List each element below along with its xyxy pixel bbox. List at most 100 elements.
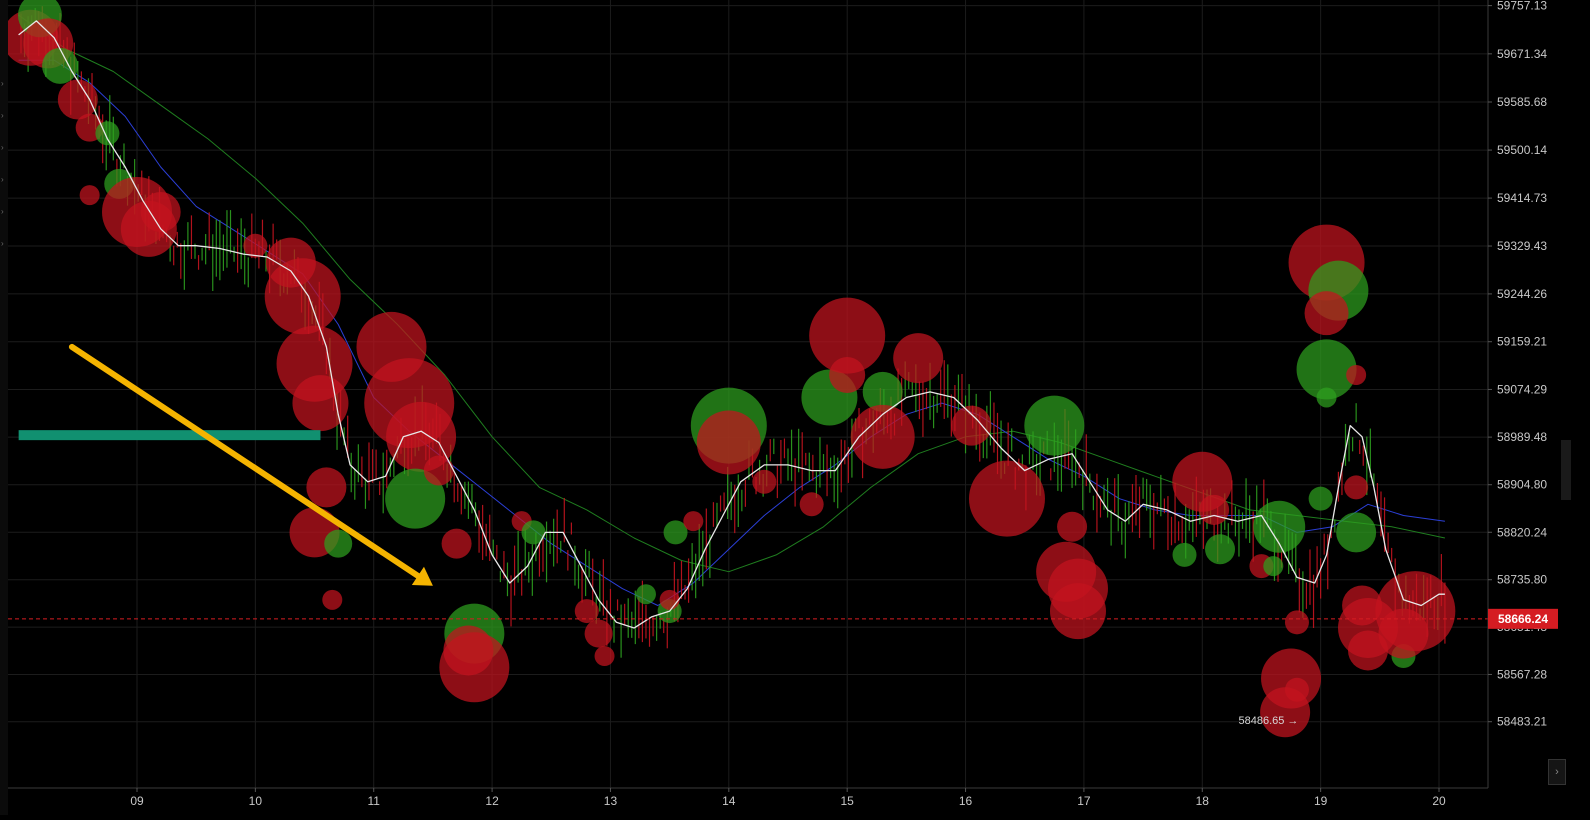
scroll-right-button[interactable]: ›: [1548, 759, 1566, 785]
sell-bubble: [809, 297, 886, 374]
x-tick-label: 13: [604, 794, 618, 808]
sell-bubble: [79, 185, 100, 206]
y-tick-label: 59159.21: [1497, 335, 1547, 349]
sell-bubble: [1284, 610, 1309, 635]
buy-bubble: [635, 584, 656, 605]
buy-bubble: [862, 371, 903, 412]
y-tick-label: 58735.80: [1497, 573, 1547, 587]
buy-bubble: [663, 520, 688, 545]
y-tick-label: 58483.21: [1497, 715, 1547, 729]
horizontal-level-bar: [18, 430, 321, 441]
sell-bubble: [1199, 494, 1230, 525]
chevron-right-icon[interactable]: ›: [1, 239, 4, 248]
y-tick-label: 59074.29: [1497, 382, 1547, 396]
y-tick-label: 59671.34: [1497, 47, 1547, 61]
x-tick-label: 12: [485, 794, 499, 808]
chevron-right-icon[interactable]: ›: [1, 111, 4, 120]
buy-bubble: [42, 47, 79, 84]
price-badges: 58666.24 58486.65 →: [1238, 608, 1558, 727]
sell-bubble: [893, 333, 944, 384]
chevron-right-icon[interactable]: ›: [1, 175, 4, 184]
fast-moving-average: [18, 20, 1445, 629]
y-tick-label: 59757.13: [1497, 0, 1547, 13]
y-tick-label: 58989.48: [1497, 430, 1547, 444]
drawings[interactable]: [8, 343, 1488, 620]
sell-bubble: [57, 79, 98, 120]
sell-bubble: [683, 511, 704, 532]
sell-bubble: [594, 646, 615, 667]
sell-bubble: [1284, 677, 1309, 702]
left-toolbar[interactable]: › › › › › ›: [0, 0, 8, 815]
buy-bubble: [1263, 556, 1284, 577]
y-tick-label: 58820.24: [1497, 525, 1547, 539]
y-tick-label: 59329.43: [1497, 239, 1547, 253]
trend-arrow-head: [411, 566, 433, 586]
trend-arrow-line: [68, 343, 421, 579]
sell-bubble: [140, 191, 181, 232]
buy-bubble: [1308, 486, 1333, 511]
sell-bubble: [386, 401, 457, 472]
buy-bubble: [1024, 395, 1085, 456]
y-tick-label: 59244.26: [1497, 287, 1547, 301]
sell-bubble: [1049, 583, 1106, 640]
x-tick-label: 17: [1077, 794, 1091, 808]
y-tick-label: 59585.68: [1497, 95, 1547, 109]
axes: 59757.13 59671.34 59585.68 59500.14 59414.73…: [0, 0, 1547, 808]
trade-bubbles: [2, 0, 1456, 738]
x-tick-label: 18: [1196, 794, 1210, 808]
buy-bubble: [1336, 512, 1377, 553]
chevron-right-icon[interactable]: ›: [1, 143, 4, 152]
current-price-label: 58666.24: [1498, 612, 1548, 626]
sell-bubble: [850, 404, 915, 469]
sell-bubble: [1347, 630, 1388, 671]
x-tick-label: 20: [1432, 794, 1446, 808]
y-tick-label: 58904.80: [1497, 478, 1547, 492]
y-tick-label: 59414.73: [1497, 191, 1547, 205]
sell-bubble: [292, 375, 349, 432]
sell-bubble: [243, 233, 268, 258]
sell-bubble: [443, 625, 494, 676]
sell-bubble: [584, 619, 613, 648]
low-price-annotation: 58486.65 →: [1238, 715, 1298, 727]
y-tick-label: 58567.28: [1497, 667, 1547, 681]
sell-bubble: [752, 469, 777, 494]
sell-bubble: [968, 460, 1045, 537]
buy-bubble: [1296, 339, 1357, 400]
x-tick-label: 16: [959, 794, 973, 808]
sell-bubble: [322, 589, 343, 610]
buy-bubble: [385, 468, 446, 529]
x-tick-label: 11: [367, 794, 380, 808]
sell-bubble: [574, 599, 599, 624]
buy-bubble: [521, 520, 546, 545]
buy-bubble: [95, 121, 120, 146]
right-panel-handle[interactable]: [1561, 440, 1571, 500]
sell-bubble: [1304, 291, 1349, 336]
sell-bubble: [659, 589, 680, 610]
x-tick-label: 14: [722, 794, 736, 808]
x-tick-label: 15: [841, 794, 855, 808]
sell-bubble: [799, 492, 824, 517]
sell-bubble: [423, 455, 454, 486]
sell-bubble: [951, 405, 992, 446]
x-tick-label: 19: [1314, 794, 1328, 808]
buy-bubble: [1316, 387, 1337, 408]
buy-bubble: [324, 529, 353, 558]
x-tick-label: 09: [130, 794, 144, 808]
sell-bubble: [696, 410, 761, 475]
current-price-badge: [1488, 608, 1558, 629]
buy-bubble: [1172, 542, 1197, 567]
chevron-right-icon[interactable]: ›: [1, 207, 4, 216]
sell-bubble: [829, 357, 866, 393]
y-tick-label: 59500.14: [1497, 143, 1547, 157]
ma-fast-line: [18, 20, 1445, 629]
buy-bubble: [1253, 500, 1306, 553]
sell-bubble: [306, 467, 347, 508]
sell-bubble: [441, 528, 472, 559]
buy-bubble: [1205, 534, 1236, 565]
chevron-right-icon[interactable]: ›: [1, 79, 4, 88]
sell-bubble: [1057, 511, 1088, 542]
x-tick-label: 10: [249, 794, 263, 808]
